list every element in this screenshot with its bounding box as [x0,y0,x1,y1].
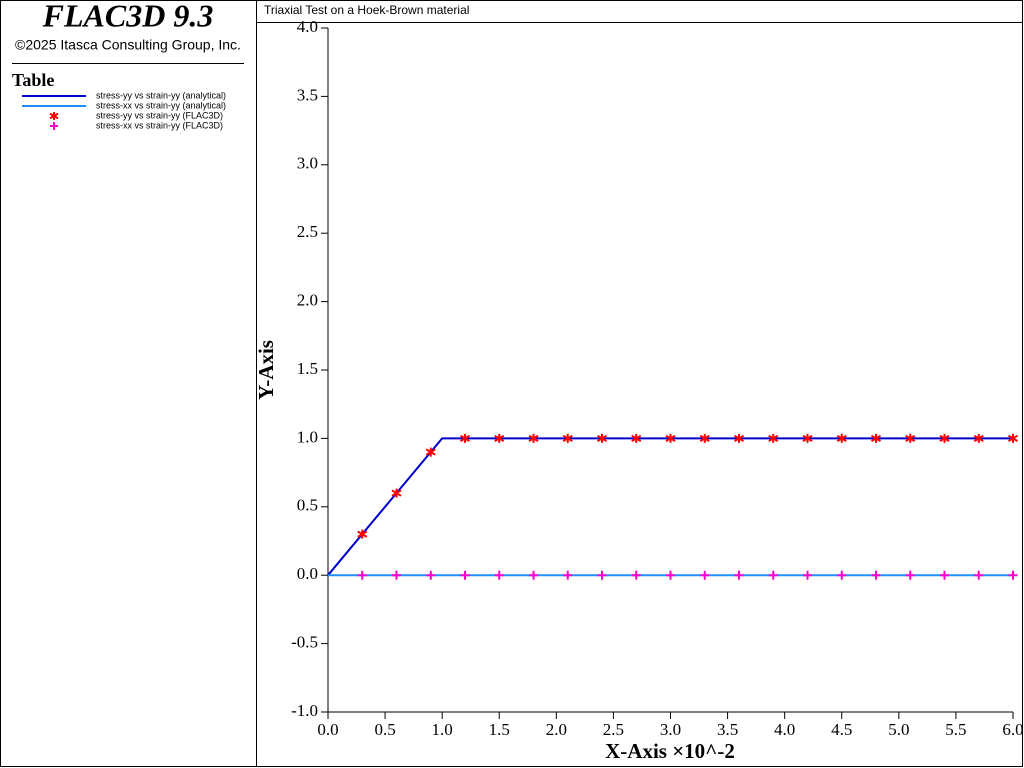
data-marker [425,447,436,457]
x-tick-label: 6.0 [1002,720,1023,739]
x-tick-label: 1.0 [432,720,453,739]
data-marker [699,433,710,443]
x-tick-label: 0.0 [317,720,338,739]
data-marker [631,570,641,580]
data-marker [939,433,950,443]
data-line [327,437,1013,576]
data-marker [494,433,505,443]
y-tick-label: -0.5 [291,633,318,652]
x-tick-label: 2.5 [603,720,624,739]
data-marker [631,433,642,443]
legend-swatch [49,112,59,120]
data-marker [940,570,949,580]
legend-label: stress-xx vs strain-yy (analytical) [96,100,226,110]
y-tick-label: 2.0 [297,291,318,310]
x-tick-label: 2.0 [546,720,567,739]
data-marker [460,570,470,580]
data-marker [803,570,812,580]
data-marker [596,433,608,443]
x-tick-label: 5.5 [945,720,966,739]
data-marker [974,570,984,580]
y-tick-label: 1.5 [297,359,318,378]
data-marker [973,433,984,443]
data-marker [870,433,882,443]
y-tick-label: 0.0 [297,564,318,583]
y-tick-label: -1.0 [291,701,318,720]
data-marker [391,488,402,498]
data-marker [802,433,813,443]
legend-label: stress-yy vs strain-yy (analytical) [96,90,226,100]
data-marker [905,570,915,580]
y-tick-label: 0.5 [297,496,318,515]
data-marker [357,529,368,539]
product-name: FLAC3D 9.3 [42,0,214,33]
data-marker [905,433,916,443]
data-marker [700,570,710,580]
y-axis-label: Y-Axis [254,340,278,400]
data-marker [1008,570,1018,580]
x-tick-label: 4.0 [774,720,795,739]
data-marker [529,570,538,580]
data-marker [1007,433,1019,443]
x-tick-label: 0.5 [374,720,395,739]
data-marker [836,433,847,443]
x-tick-label: 4.5 [831,720,852,739]
data-marker [768,433,779,443]
y-tick-label: 2.5 [297,222,318,241]
x-tick-label: 3.5 [717,720,738,739]
y-tick-label: 4.0 [297,17,318,36]
data-marker [733,433,745,443]
data-marker [871,570,881,580]
x-tick-label: 5.0 [888,720,909,739]
chart-title: Triaxial Test on a Hoek-Brown material [264,3,469,17]
data-marker [392,570,401,580]
y-tick-label: 3.0 [297,154,318,173]
data-marker [597,570,607,580]
copyright: ©2025 Itasca Consulting Group, Inc. [15,37,241,53]
data-marker [528,433,539,443]
y-tick-label: 1.0 [297,427,318,446]
x-axis-label: X-Axis ×10^-2 [605,739,735,763]
data-marker [357,570,367,580]
data-marker [665,433,676,443]
data-marker [426,570,436,580]
data-marker [562,433,573,443]
data-marker [768,570,778,580]
data-marker [459,433,471,443]
data-marker [494,570,504,580]
x-tick-label: 3.0 [660,720,681,739]
data-marker [734,570,744,580]
y-tick-label: 3.5 [297,85,318,104]
data-marker [666,570,675,580]
legend-label: stress-yy vs strain-yy (FLAC3D) [96,110,223,120]
legend-swatch [50,122,58,130]
legend-title: Table [12,70,54,90]
legend-label: stress-xx vs strain-yy (FLAC3D) [96,120,223,130]
data-marker [837,570,847,580]
data-marker [563,570,573,580]
x-tick-label: 1.5 [489,720,510,739]
